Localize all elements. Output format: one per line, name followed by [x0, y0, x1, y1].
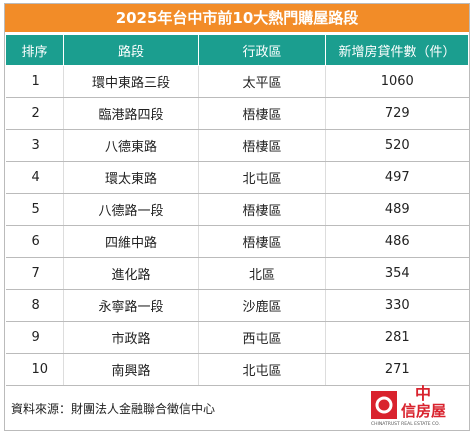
- table-row: 4 環太東路 北屯區 497: [5, 161, 469, 194]
- table-cell: 梧棲區: [198, 193, 326, 226]
- table-body: 1 環中東路三段 太平區 1060 2 臨港路四段 梧棲區 729 3 八德東路 梧棲區 520 4 環太…: [5, 65, 469, 386]
- table-cell: 8: [5, 289, 64, 322]
- infographic: 2025年台中市前10大熱門購屋路段 排序 路段 行政區 新增房貸件數（件） 1 環中東…: [4, 3, 470, 431]
- logo-icon-ring: [375, 396, 393, 414]
- table-cell: 330: [325, 289, 469, 322]
- table-cell: 梧棲區: [198, 225, 326, 258]
- table-row: 1 環中東路三段 太平區 1060: [5, 65, 469, 98]
- table-row: 6 四維中路 梧棲區 486: [5, 225, 469, 258]
- logo-tagline: CHINATRUST REAL ESTATE CO.: [371, 421, 440, 427]
- table-cell: 729: [325, 97, 469, 130]
- table-cell: 八德路一段: [63, 193, 199, 226]
- table-cell: 1060: [325, 65, 469, 98]
- table-cell: 271: [325, 353, 469, 386]
- table-cell: 北屯區: [198, 353, 326, 386]
- source-note: 資料來源：財團法人金融聯合徵信中心: [11, 402, 216, 416]
- column-header: 路段: [63, 34, 199, 66]
- table-cell: 1: [5, 65, 64, 98]
- table-cell: 北屯區: [198, 161, 326, 194]
- table-cell: 2: [5, 97, 64, 130]
- table-cell: 10: [5, 353, 64, 386]
- table-cell: 進化路: [63, 257, 199, 290]
- table-cell: 永寧路一段: [63, 289, 199, 322]
- table-cell: 西屯區: [198, 321, 326, 354]
- ranking-table: 排序 路段 行政區 新增房貸件數（件） 1 環中東路三段 太平區 1060 2 臨港路四段 梧棲區…: [5, 34, 469, 386]
- table-row: 5 八德路一段 梧棲區 489: [5, 193, 469, 226]
- table-cell: 7: [5, 257, 64, 290]
- table-cell: 梧棲區: [198, 97, 326, 130]
- column-header: 行政區: [198, 34, 326, 66]
- table-row: 7 進化路 北區 354: [5, 257, 469, 290]
- logo: 中 信房屋 CHINATRUST REAL ESTATE CO.: [371, 384, 446, 427]
- table-cell: 520: [325, 129, 469, 162]
- table-cell: 南興路: [63, 353, 199, 386]
- table-cell: 497: [325, 161, 469, 194]
- table-cell: 6: [5, 225, 64, 258]
- table-cell: 太平區: [198, 65, 326, 98]
- table-row: 9 市政路 西屯區 281: [5, 321, 469, 354]
- table-cell: 4: [5, 161, 64, 194]
- table-cell: 臨港路四段: [63, 97, 199, 130]
- logo-name-bottom: 信房屋: [401, 402, 446, 420]
- table-row: 10 南興路 北屯區 271: [5, 353, 469, 386]
- table-cell: 5: [5, 193, 64, 226]
- table-cell: 354: [325, 257, 469, 290]
- table-cell: 北區: [198, 257, 326, 290]
- table-row: 2 臨港路四段 梧棲區 729: [5, 97, 469, 130]
- table-cell: 環太東路: [63, 161, 199, 194]
- table-row: 8 永寧路一段 沙鹿區 330: [5, 289, 469, 322]
- table-cell: 9: [5, 321, 64, 354]
- header-row: 排序 路段 行政區 新增房貸件數（件）: [5, 34, 469, 66]
- table-cell: 梧棲區: [198, 129, 326, 162]
- column-header: 新增房貸件數（件）: [325, 34, 469, 66]
- table-cell: 3: [5, 129, 64, 162]
- table-cell: 環中東路三段: [63, 65, 199, 98]
- table-cell: 市政路: [63, 321, 199, 354]
- table-cell: 八德東路: [63, 129, 199, 162]
- table-row: 3 八德東路 梧棲區 520: [5, 129, 469, 162]
- table-cell: 486: [325, 225, 469, 258]
- table-cell: 沙鹿區: [198, 289, 326, 322]
- table-cell: 281: [325, 321, 469, 354]
- title: 2025年台中市前10大熱門購屋路段: [5, 4, 469, 32]
- column-header: 排序: [5, 34, 64, 66]
- logo-icon: [371, 391, 397, 419]
- table-cell: 489: [325, 193, 469, 226]
- table-cell: 四維中路: [63, 225, 199, 258]
- logo-name-top: 中: [415, 384, 431, 403]
